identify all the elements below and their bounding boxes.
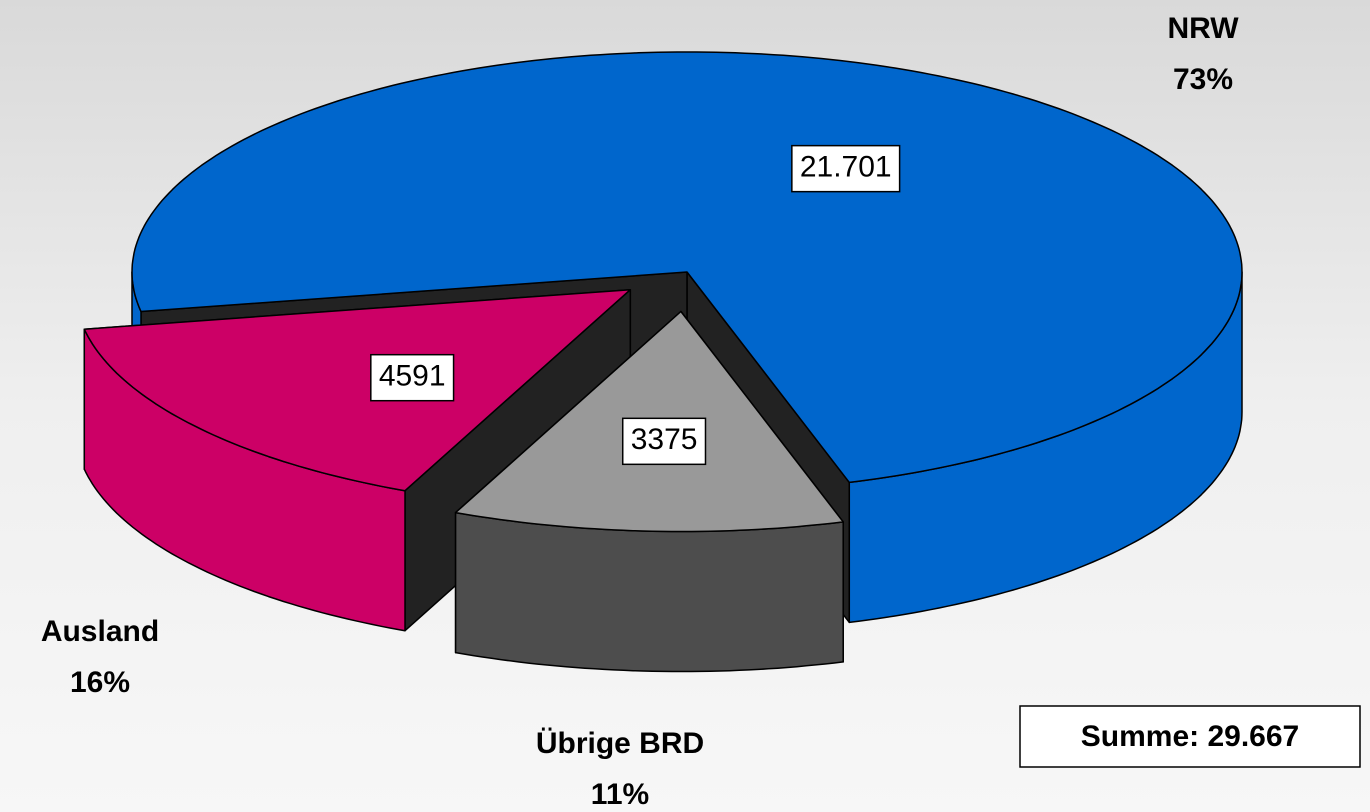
value-label: 3375	[631, 423, 698, 456]
category-label: Ausland	[41, 615, 159, 648]
category-label: NRW	[1167, 12, 1239, 45]
total: Summe: 29.667	[1081, 720, 1299, 753]
total-caption: Summe:	[1081, 720, 1199, 753]
slice	[83, 288, 632, 492]
percentage-label: 11%	[591, 778, 649, 811]
value-label-box	[370, 353, 455, 402]
value-label-box	[621, 417, 707, 466]
value-label-box	[791, 144, 901, 193]
value-label: 4591	[379, 360, 446, 393]
slice-side	[454, 511, 844, 673]
labels: 21.701 4591 3375 NRW 73% Ausland 16% Übrige BRD…	[41, 12, 1239, 811]
percentage-label: 73%	[1173, 63, 1233, 96]
total-box	[1019, 705, 1361, 768]
slice	[131, 51, 1243, 484]
percentage-label: 16%	[70, 666, 130, 699]
value-label: 21.701	[800, 151, 892, 184]
category-label: Übrige BRD	[536, 727, 704, 760]
total-value: 29.667	[1207, 720, 1299, 753]
